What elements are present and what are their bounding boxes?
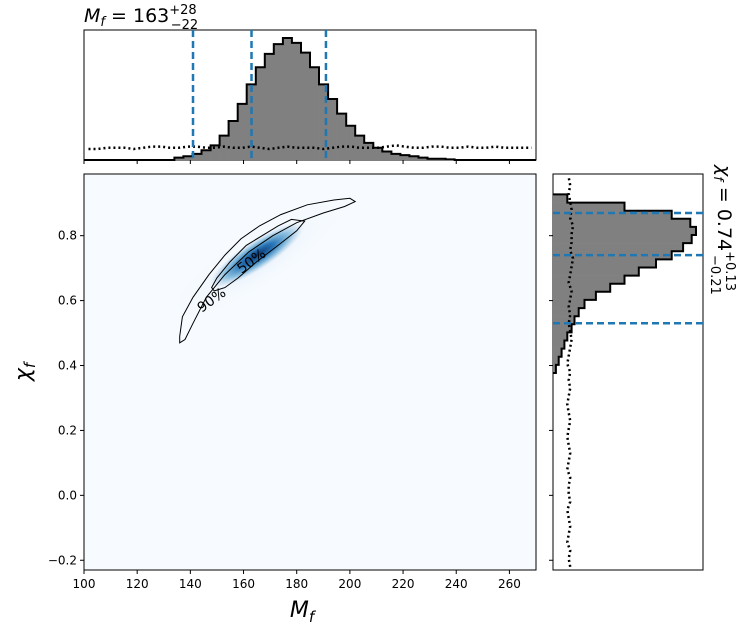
x-tick-label: 120 (126, 577, 149, 591)
y-tick-label: 0.2 (58, 423, 77, 437)
top-hist-bar (210, 145, 220, 160)
top-hist-bar (319, 84, 329, 160)
top-hist-bar (409, 156, 419, 160)
top-hist-bar (310, 67, 320, 160)
right-marginal-panel: χf = 0.74+0.13−0.21 (549, 164, 737, 571)
top-hist-bar (228, 120, 238, 160)
y-tick-label: 0.4 (58, 359, 77, 373)
top-hist-bar (373, 147, 383, 160)
top-marginal-panel: Mf = 163+28 −22 (83, 3, 537, 164)
top-marginal-title: Mf = 163+28 −22 (84, 3, 198, 33)
top-hist-bar (183, 156, 193, 160)
top-prior-curve (88, 144, 532, 151)
top-hist-bar (355, 135, 365, 160)
y-tick-label: 0.6 (58, 294, 77, 308)
joint-x-ticks: 100 120 140 160 180 200 220 240 260 (73, 570, 521, 591)
top-histogram (84, 30, 536, 161)
right-hist-bar (553, 364, 556, 374)
top-hist-bar (400, 155, 410, 160)
right-hist-bar (553, 218, 691, 228)
top-hist-bar (364, 142, 374, 160)
right-prior-curve (566, 176, 575, 568)
x-tick-label: 240 (445, 577, 468, 591)
right-hist-bar (553, 210, 672, 220)
right-hist-bar (553, 235, 692, 244)
top-hist-bar (382, 151, 392, 160)
top-hist-bar (192, 153, 202, 160)
right-hist-bar (553, 324, 572, 333)
top-hist-bar (237, 103, 248, 160)
x-tick-label: 160 (232, 577, 255, 591)
right-hist-bar (553, 291, 596, 301)
top-hist-bar (418, 157, 428, 160)
right-hist-bar (553, 356, 559, 366)
top-hist-bar (282, 38, 293, 160)
top-hist-bar (273, 44, 284, 160)
top-hist-bar (264, 53, 275, 160)
right-hist-outline (553, 193, 697, 374)
x-axis-label: Mf (290, 598, 317, 626)
joint-y-ticks: −0.2 0.0 0.2 0.4 0.6 0.8 (48, 229, 84, 567)
right-hist-bar (553, 308, 579, 317)
right-hist-bar (553, 340, 565, 349)
top-hist-bar (346, 125, 356, 160)
y-tick-label: −0.2 (48, 553, 77, 567)
contour-line-90 (179, 197, 357, 344)
top-hist-bar (255, 67, 266, 160)
right-y-ticks (549, 235, 553, 561)
x-tick-label: 220 (392, 577, 415, 591)
top-hist-bar (174, 157, 184, 160)
x-tick-label: 140 (179, 577, 202, 591)
y-tick-label: 0.8 (58, 229, 77, 243)
right-hist-bar (553, 202, 625, 211)
right-hist-bar (553, 316, 575, 325)
x-tick-label: 200 (338, 577, 361, 591)
right-hist-bar (553, 283, 611, 293)
joint-panel: 90%50% 100 120 140 160 180 200 220 240 260 −0.20… (11, 173, 537, 626)
top-hist-bar (391, 153, 401, 160)
top-hist-bar (201, 150, 211, 160)
contour-line-50 (210, 218, 306, 292)
right-hist-bar (553, 267, 639, 276)
right-hist-bar (553, 226, 696, 236)
right-hist-bar (553, 259, 656, 268)
right-hist-bar (553, 194, 568, 203)
right-hist-bar (553, 348, 562, 358)
joint-frame (83, 173, 537, 571)
right-hist-bar (553, 332, 568, 341)
top-hist-bar (337, 113, 347, 160)
top-hist-outline (84, 37, 536, 161)
x-tick-label: 180 (285, 577, 308, 591)
y-axis-label: χf (11, 360, 39, 382)
x-tick-label: 100 (73, 577, 96, 591)
top-hist-bar (291, 42, 302, 160)
right-histogram (553, 176, 703, 568)
top-hist-bar (328, 99, 338, 160)
right-hist-bar (553, 243, 684, 252)
right-marginal-title: χf = 0.74+0.13−0.21 (707, 164, 737, 295)
density-core (207, 221, 307, 290)
top-x-ticks (83, 160, 510, 164)
y-tick-label: 0.0 (58, 488, 77, 502)
right-hist-bar (553, 299, 585, 309)
x-tick-label: 260 (498, 577, 521, 591)
right-hist-bar (553, 275, 625, 285)
top-hist-bar (300, 52, 311, 160)
